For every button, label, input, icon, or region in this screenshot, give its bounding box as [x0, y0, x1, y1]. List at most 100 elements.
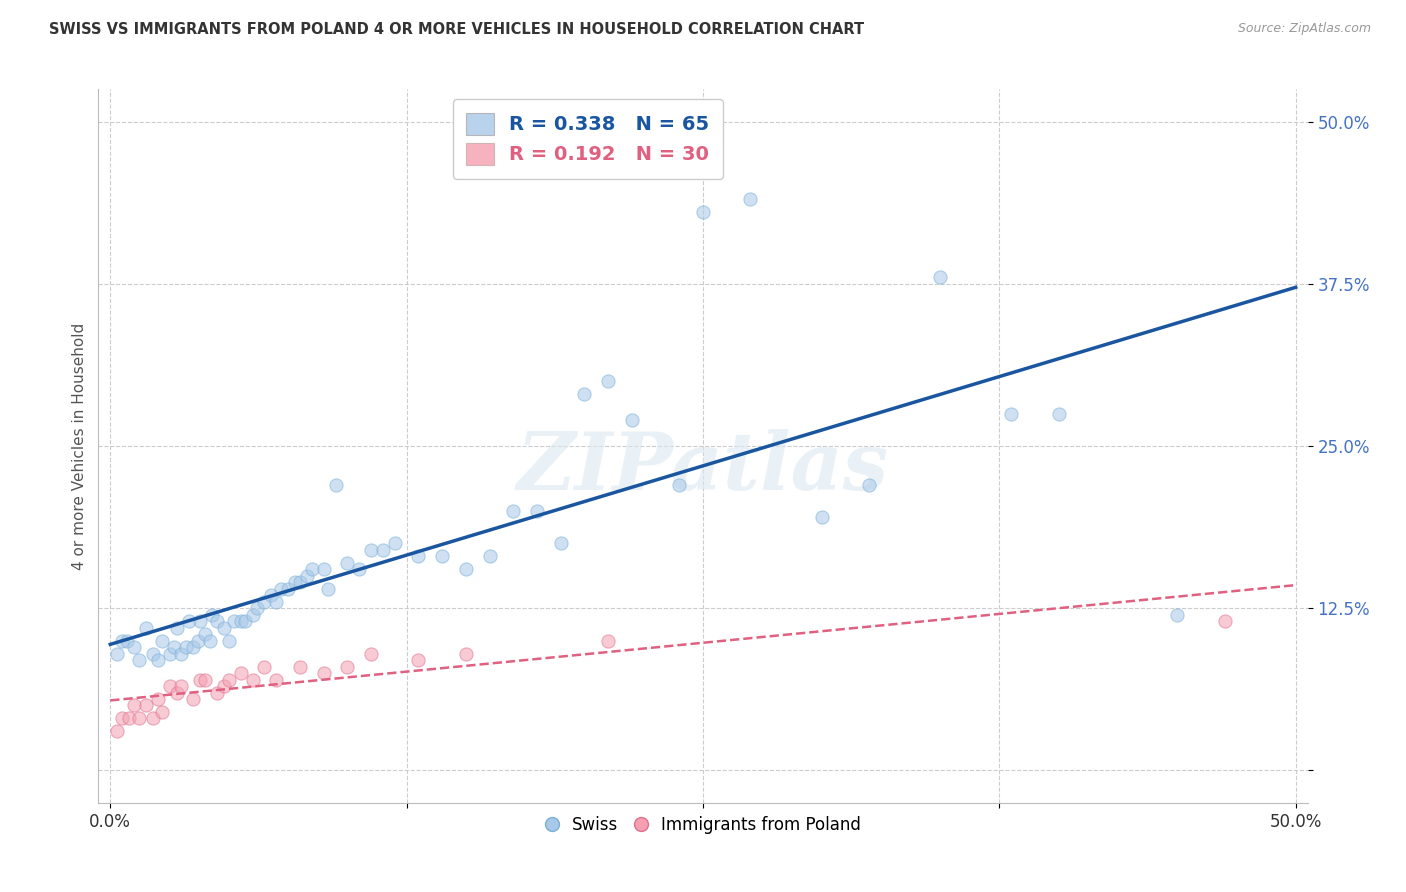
Point — [229, 666, 252, 681]
Point — [235, 614, 257, 628]
Point — [135, 621, 157, 635]
Point — [212, 679, 235, 693]
Point — [181, 640, 204, 654]
Point — [288, 575, 311, 590]
Text: Source: ZipAtlas.com: Source: ZipAtlas.com — [1237, 22, 1371, 36]
Point — [336, 556, 359, 570]
Point — [336, 659, 359, 673]
Point — [550, 536, 572, 550]
Point — [810, 510, 832, 524]
Point — [270, 582, 292, 596]
Point — [166, 621, 188, 635]
Point — [740, 193, 762, 207]
Point — [212, 621, 235, 635]
Text: ZIPatlas: ZIPatlas — [517, 429, 889, 506]
Point — [478, 549, 501, 564]
Point — [174, 640, 197, 654]
Point — [295, 568, 318, 582]
Point — [253, 595, 276, 609]
Point — [146, 653, 169, 667]
Point — [111, 633, 134, 648]
Point — [170, 679, 193, 693]
Point — [152, 633, 174, 648]
Point — [122, 640, 145, 654]
Point — [242, 607, 264, 622]
Point — [115, 633, 138, 648]
Point — [201, 607, 224, 622]
Point — [128, 711, 150, 725]
Point — [408, 549, 430, 564]
Point — [284, 575, 307, 590]
Point — [222, 614, 245, 628]
Point — [181, 692, 204, 706]
Point — [146, 692, 169, 706]
Point — [454, 647, 477, 661]
Point — [277, 582, 299, 596]
Point — [432, 549, 454, 564]
Point — [142, 647, 165, 661]
Point — [105, 724, 128, 739]
Point — [205, 614, 228, 628]
Point — [194, 673, 217, 687]
Point — [502, 504, 524, 518]
Point — [163, 640, 186, 654]
Point — [218, 633, 240, 648]
Point — [105, 647, 128, 661]
Point — [668, 478, 690, 492]
Point — [260, 588, 283, 602]
Point — [347, 562, 370, 576]
Point — [142, 711, 165, 725]
Point — [264, 673, 287, 687]
Point — [384, 536, 406, 550]
Point — [692, 205, 714, 219]
Point — [190, 614, 212, 628]
Point — [253, 659, 276, 673]
Point — [1000, 407, 1022, 421]
Point — [598, 374, 620, 388]
Point — [122, 698, 145, 713]
Point — [177, 614, 200, 628]
Point — [371, 542, 394, 557]
Point — [128, 653, 150, 667]
Point — [264, 595, 287, 609]
Point — [135, 698, 157, 713]
Point — [360, 542, 382, 557]
Point — [858, 478, 880, 492]
Legend: Swiss, Immigrants from Poland: Swiss, Immigrants from Poland — [538, 810, 868, 841]
Point — [1047, 407, 1070, 421]
Point — [929, 270, 952, 285]
Point — [325, 478, 347, 492]
Point — [318, 582, 340, 596]
Point — [194, 627, 217, 641]
Point — [312, 562, 335, 576]
Point — [574, 387, 596, 401]
Point — [454, 562, 477, 576]
Point — [159, 647, 181, 661]
Point — [190, 673, 212, 687]
Point — [242, 673, 264, 687]
Point — [170, 647, 193, 661]
Point — [246, 601, 269, 615]
Point — [229, 614, 252, 628]
Point — [301, 562, 323, 576]
Point — [408, 653, 430, 667]
Point — [598, 633, 620, 648]
Point — [288, 659, 311, 673]
Point — [118, 711, 141, 725]
Point — [152, 705, 174, 719]
Point — [111, 711, 134, 725]
Point — [526, 504, 548, 518]
Point — [312, 666, 335, 681]
Point — [159, 679, 181, 693]
Point — [1213, 614, 1236, 628]
Point — [187, 633, 209, 648]
Point — [1166, 607, 1188, 622]
Point — [620, 413, 643, 427]
Point — [166, 685, 188, 699]
Point — [205, 685, 228, 699]
Y-axis label: 4 or more Vehicles in Household: 4 or more Vehicles in Household — [72, 322, 87, 570]
Point — [360, 647, 382, 661]
Text: SWISS VS IMMIGRANTS FROM POLAND 4 OR MORE VEHICLES IN HOUSEHOLD CORRELATION CHAR: SWISS VS IMMIGRANTS FROM POLAND 4 OR MOR… — [49, 22, 865, 37]
Point — [198, 633, 221, 648]
Point — [218, 673, 240, 687]
